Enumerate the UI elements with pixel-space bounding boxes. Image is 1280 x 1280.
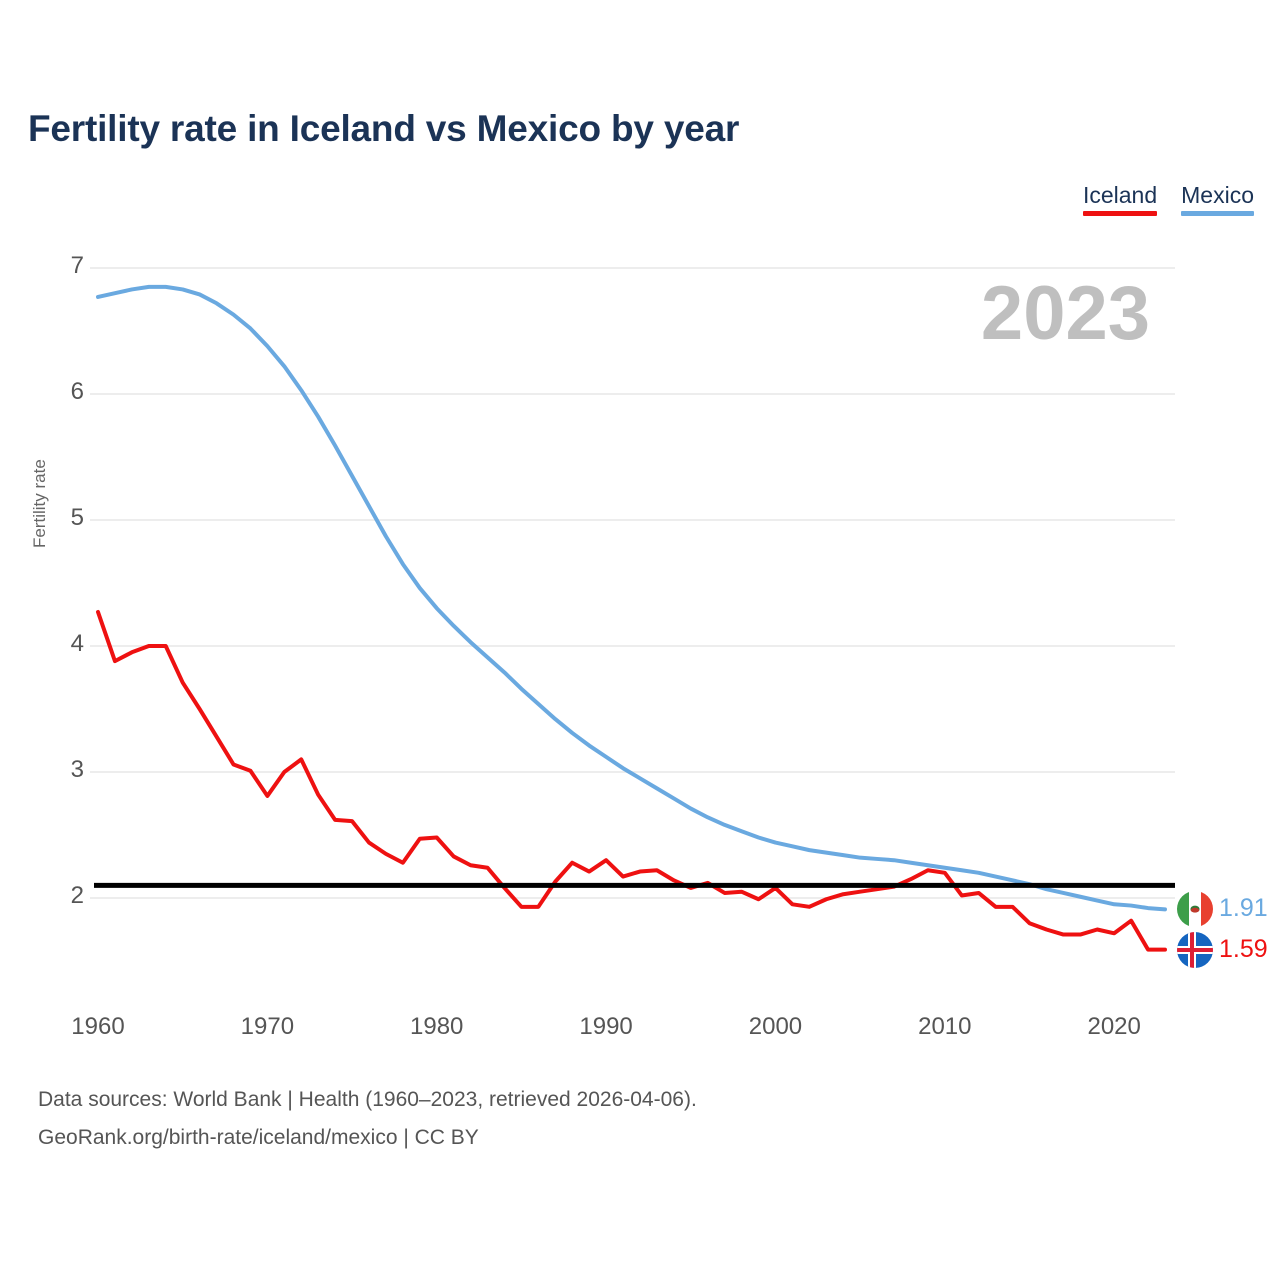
- footer-data-sources: Data sources: World Bank | Health (1960–…: [38, 1088, 697, 1111]
- footer-attribution: GeoRank.org/birth-rate/iceland/mexico | …: [38, 1126, 479, 1149]
- legend-swatch-iceland: [1082, 211, 1158, 217]
- mexico-end-value: 1.91: [1219, 894, 1268, 923]
- x-axis-tick: 2010: [918, 1013, 972, 1040]
- legend-item-mexico[interactable]: Mexico: [1181, 182, 1254, 217]
- series-line-mexico: [96, 284, 1167, 912]
- y-axis-tick: 4: [70, 630, 84, 657]
- legend-item-iceland[interactable]: Iceland: [1082, 182, 1158, 217]
- x-axis-tick: 1970: [240, 1013, 295, 1040]
- x-axis-tick: 2020: [1087, 1013, 1141, 1040]
- mexico-flag-icon: [1177, 891, 1213, 928]
- legend-label-iceland: Iceland: [1082, 182, 1158, 208]
- x-axis-tick: 2000: [748, 1013, 803, 1040]
- y-axis-tick: 2: [70, 882, 84, 909]
- legend-swatch-mexico: [1181, 211, 1254, 217]
- y-axis-tick: 6: [70, 378, 84, 405]
- x-axis-tick: 1990: [579, 1013, 633, 1040]
- y-axis-tick: 3: [70, 756, 84, 783]
- y-axis-tick: 7: [70, 252, 84, 279]
- legend: Iceland Mexico: [1082, 182, 1254, 217]
- iceland-flag-icon: [1177, 931, 1213, 968]
- y-axis-tick: 5: [70, 504, 84, 531]
- page-title: Fertility rate in Iceland vs Mexico by y…: [28, 108, 740, 149]
- year-watermark: 2023: [980, 271, 1150, 356]
- legend-label-mexico: Mexico: [1181, 182, 1254, 208]
- iceland-end-value: 1.59: [1219, 934, 1268, 963]
- x-axis-tick: 1980: [410, 1013, 464, 1040]
- x-axis-tick: 1960: [71, 1013, 125, 1040]
- series-line-iceland: [96, 609, 1167, 952]
